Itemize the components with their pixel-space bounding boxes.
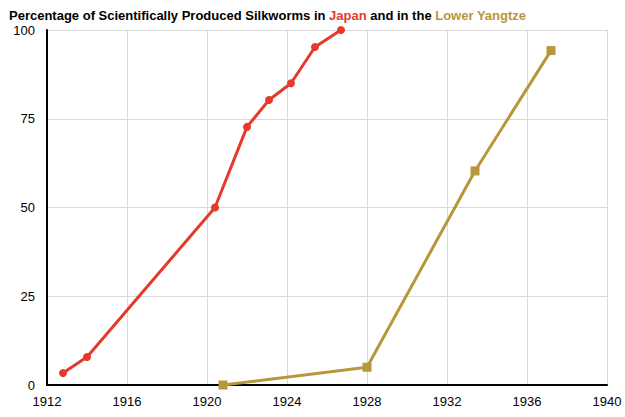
svg-text:1924: 1924 bbox=[273, 394, 302, 409]
svg-text:100: 100 bbox=[13, 23, 35, 38]
svg-text:1920: 1920 bbox=[193, 394, 222, 409]
svg-text:Percentage of Scientifically P: Percentage of Scientifically Produced Si… bbox=[9, 8, 329, 23]
svg-text:50: 50 bbox=[21, 200, 35, 215]
svg-text:1928: 1928 bbox=[353, 394, 382, 409]
svg-text:0: 0 bbox=[28, 378, 35, 393]
svg-text:1912: 1912 bbox=[33, 394, 62, 409]
svg-text:1932: 1932 bbox=[433, 394, 462, 409]
svg-text:75: 75 bbox=[21, 111, 35, 126]
svg-text:1936: 1936 bbox=[513, 394, 542, 409]
svg-text:Japan: Japan bbox=[329, 8, 367, 23]
svg-text:and in the: and in the bbox=[367, 8, 436, 23]
svg-text:1916: 1916 bbox=[113, 394, 142, 409]
svg-text:Lower Yangtze: Lower Yangtze bbox=[435, 8, 526, 23]
svg-text:25: 25 bbox=[21, 289, 35, 304]
svg-text:1940: 1940 bbox=[593, 394, 622, 409]
